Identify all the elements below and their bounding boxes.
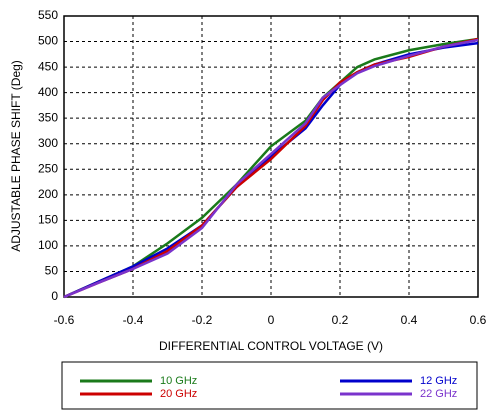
y-tick-label: 0 [51,289,58,303]
legend-label: 12 GHz [420,375,457,387]
legend-label: 20 GHz [160,388,197,400]
x-tick-label: -0.2 [192,313,213,327]
legend-label: 10 GHz [160,375,197,387]
y-tick-label: 300 [38,136,58,150]
y-tick-label: 200 [38,187,58,201]
y-tick-label: 550 [38,8,58,22]
y-tick-label: 150 [38,213,58,227]
x-tick-label: 0.4 [401,313,418,327]
plot-border [63,15,479,298]
series-line [63,37,479,299]
y-tick-label: 100 [38,238,58,252]
x-tick-label: -0.4 [123,313,144,327]
series-line [63,41,479,299]
y-tick-label: 50 [45,264,59,278]
x-axis-label: DIFFERENTIAL CONTROL VOLTAGE (V) [159,339,383,353]
y-tick-label: 400 [38,85,58,99]
x-tick-label: -0.6 [54,313,75,327]
x-tick-label: 0.6 [470,313,487,327]
legend-label: 22 GHz [420,388,457,400]
y-tick-label: 350 [38,110,58,124]
y-axis-label: ADJUSTABLE PHASE SHIFT (Deg) [9,60,23,252]
x-tick-label: 0.2 [332,313,349,327]
legend-box [61,361,478,410]
y-tick-label: 450 [38,59,58,73]
x-tick-label: 0 [268,313,275,327]
y-tick-label: 250 [38,161,58,175]
y-tick-label: 500 [38,34,58,48]
series-line [63,38,479,299]
